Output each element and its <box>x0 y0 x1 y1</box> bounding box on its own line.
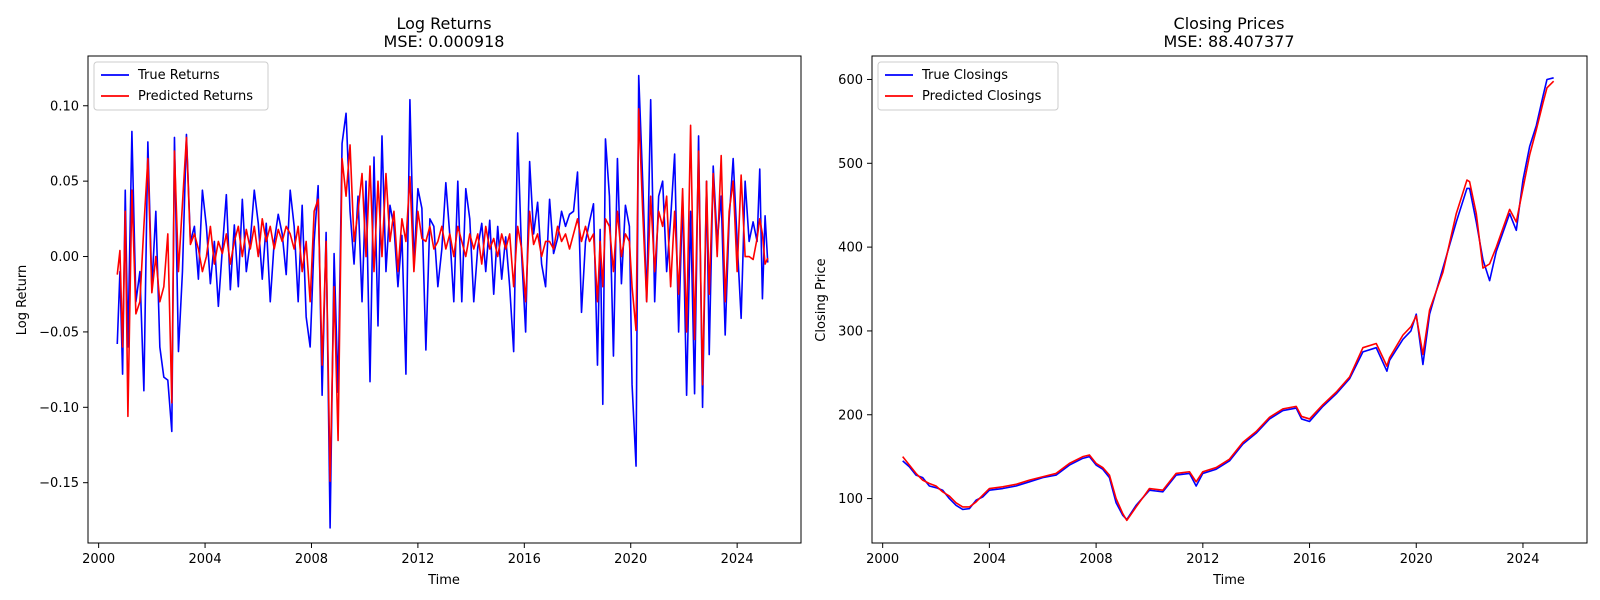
legend-label-predicted-closings: Predicted Closings <box>922 89 1042 104</box>
y-axis-label: Closing Price <box>814 258 829 341</box>
y-axis-label: Log Return <box>15 265 30 336</box>
tick-layer: 2000 2004 2008 2012 2016 2020 2024 0.10 0.05 0.00… <box>39 99 754 567</box>
y-tick-label: −0.15 <box>39 476 79 491</box>
x-tick-label: 2008 <box>1080 552 1113 567</box>
y-tick-label: −0.10 <box>39 401 79 416</box>
chart-title: Closing Prices <box>1174 14 1285 33</box>
x-tick-label: 2008 <box>295 552 328 567</box>
series-layer <box>902 77 1555 522</box>
y-tick-label: 200 <box>838 408 863 423</box>
y-tick-label: 0.05 <box>50 175 79 190</box>
chart-subtitle: MSE: 88.407377 <box>1163 32 1294 51</box>
x-axis-label: Time <box>1212 573 1245 588</box>
legend-box <box>877 61 1059 111</box>
legend: True Returns Predicted Returns <box>93 61 269 111</box>
plot-frame <box>87 55 802 544</box>
y-tick-label: 100 <box>838 492 863 507</box>
x-tick-label: 2004 <box>189 552 222 567</box>
x-tick-label: 2000 <box>866 552 899 567</box>
x-tick-label: 2016 <box>508 552 541 567</box>
y-tick-label: 0.00 <box>50 250 79 265</box>
y-tick-label: 500 <box>838 157 863 172</box>
legend-label-predicted-returns: Predicted Returns <box>138 89 253 104</box>
legend-box <box>93 61 269 111</box>
y-tick-label: 300 <box>838 324 863 339</box>
log-returns-subplot: Log Returns MSE: 0.000918 2000 2004 2008 20… <box>15 14 802 588</box>
legend-label-true-returns: True Returns <box>137 68 220 83</box>
x-axis-label: Time <box>427 573 460 588</box>
chart-title: Log Returns <box>396 14 491 33</box>
plot-frame <box>871 55 1588 544</box>
y-tick-label: 400 <box>838 241 863 256</box>
x-tick-label: 2000 <box>82 552 115 567</box>
x-tick-label: 2004 <box>973 552 1006 567</box>
series-line-true-closings <box>902 77 1554 521</box>
y-tick-label: −0.05 <box>39 325 79 340</box>
series-layer <box>116 74 769 529</box>
tick-layer: 2000 2004 2008 2012 2016 2020 2024 600 500 400 300… <box>838 73 1539 567</box>
series-line-predicted-closings <box>902 80 1555 522</box>
series-line-predicted-returns <box>116 107 769 482</box>
closing-prices-subplot: Closing Prices MSE: 88.407377 2000 2004 20… <box>814 14 1588 588</box>
legend-label-true-closings: True Closings <box>921 68 1008 83</box>
y-tick-label: 0.10 <box>50 99 79 114</box>
x-tick-label: 2016 <box>1293 552 1326 567</box>
y-tick-label: 600 <box>838 73 863 88</box>
x-tick-label: 2024 <box>721 552 754 567</box>
legend: True Closings Predicted Closings <box>877 61 1059 111</box>
x-tick-label: 2012 <box>401 552 434 567</box>
x-tick-label: 2012 <box>1186 552 1219 567</box>
x-tick-label: 2024 <box>1506 552 1539 567</box>
chart-subtitle: MSE: 0.000918 <box>384 32 505 51</box>
x-tick-label: 2020 <box>614 552 647 567</box>
series-line-true-returns <box>116 74 769 529</box>
x-tick-label: 2020 <box>1400 552 1433 567</box>
